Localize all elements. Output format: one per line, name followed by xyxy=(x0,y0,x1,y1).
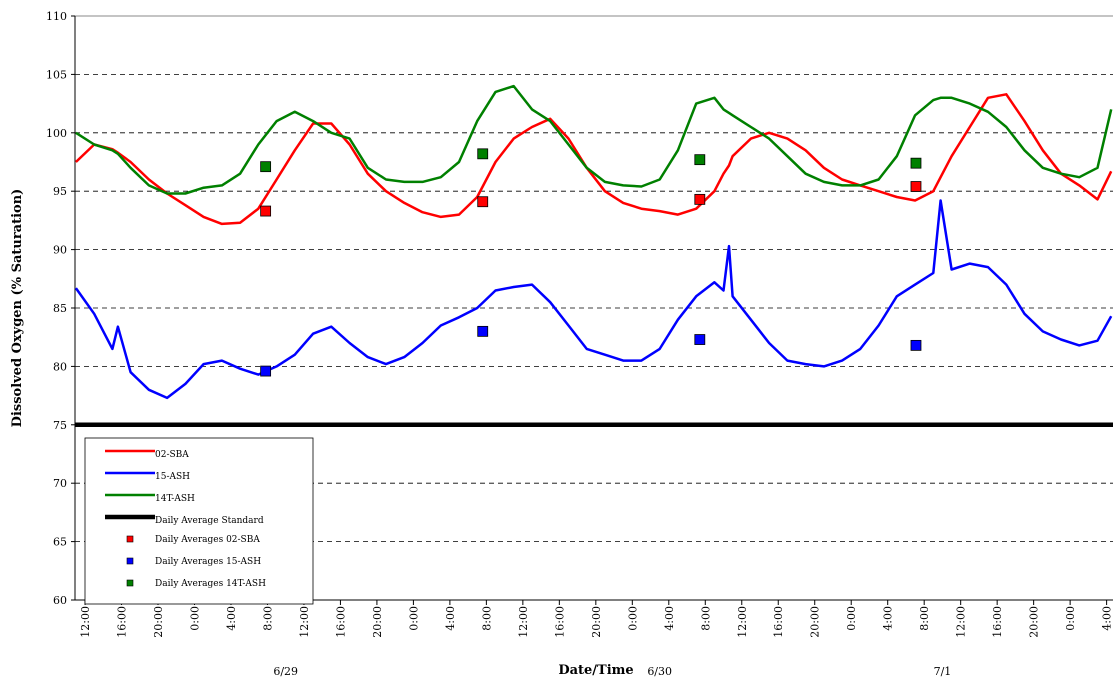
series-line xyxy=(75,84,1113,195)
average-marker xyxy=(910,339,922,351)
legend-box xyxy=(84,437,314,605)
series-line xyxy=(75,93,1113,226)
legend: 02-SBA 15-ASH 14T-ASH Daily Average Standar… xyxy=(84,437,314,605)
y-tick-label: 75 xyxy=(53,419,67,432)
x-tick-label: 8:00 xyxy=(261,606,274,631)
x-tick-label: 12:00 xyxy=(955,606,968,638)
legend-label: 14T-ASH xyxy=(155,494,195,504)
x-tick-label: 0:00 xyxy=(407,606,420,631)
average-marker xyxy=(694,334,706,345)
average-marker xyxy=(477,325,489,337)
x-tick-label: 20:00 xyxy=(152,606,165,638)
x-tick-label: 12:00 xyxy=(79,606,92,638)
x-tick-label: 12:00 xyxy=(298,606,311,638)
y-tick-label: 90 xyxy=(53,244,67,257)
y-tick-label: 110 xyxy=(46,10,67,23)
average-marker xyxy=(260,161,272,173)
x-tick-label: 16:00 xyxy=(772,606,785,638)
legend-label: Daily Averages 15-ASH xyxy=(155,557,261,567)
legend-swatch xyxy=(126,579,134,587)
x-tick-label: 0:00 xyxy=(626,606,639,631)
x-tick-label: 0:00 xyxy=(1064,606,1077,631)
y-axis-title: Dissolved Oxygen (% Saturation) xyxy=(10,189,25,428)
legend-label: Daily Averages 14T-ASH xyxy=(155,579,266,589)
y-tick-label: 95 xyxy=(53,185,67,198)
x-tick-label: 16:00 xyxy=(116,606,129,638)
y-tick-label: 100 xyxy=(46,127,67,140)
x-tick-label: 20:00 xyxy=(809,606,822,638)
date-label: 6/29 xyxy=(273,665,298,678)
x-tick-label: 16:00 xyxy=(991,606,1004,638)
average-marker xyxy=(694,154,706,166)
x-tick-label: 0:00 xyxy=(845,606,858,631)
x-tick-label: 16:00 xyxy=(553,606,566,638)
y-tick-label: 70 xyxy=(53,477,67,490)
y-tick-label: 60 xyxy=(53,594,67,607)
date-label: 7/1 xyxy=(934,665,952,678)
x-axis-title: Date/Time xyxy=(558,663,633,678)
y-tick-label: 85 xyxy=(53,302,67,315)
x-tick-label: 12:00 xyxy=(517,606,530,638)
y-tick-label: 65 xyxy=(53,536,67,549)
legend-swatch xyxy=(126,535,134,543)
x-tick-label: 4:00 xyxy=(882,606,895,631)
x-tick-label: 4:00 xyxy=(1101,606,1114,631)
series-line xyxy=(74,199,1113,400)
x-tick-label: 8:00 xyxy=(480,606,493,631)
x-tick-label: 16:00 xyxy=(334,606,347,638)
legend-label: Daily Averages 02-SBA xyxy=(155,535,260,545)
average-marker xyxy=(694,193,706,205)
y-tick-label: 105 xyxy=(46,68,67,81)
y-tick-label: 80 xyxy=(53,360,67,373)
x-tick-label: 8:00 xyxy=(918,606,931,631)
legend-label: 02-SBA xyxy=(155,450,189,460)
average-marker xyxy=(260,205,272,217)
x-tick-label: 4:00 xyxy=(225,606,238,631)
average-marker xyxy=(910,181,922,192)
x-tick-label: 8:00 xyxy=(699,606,712,631)
x-tick-label: 4:00 xyxy=(663,606,676,631)
x-tick-label: 20:00 xyxy=(1028,606,1041,638)
legend-swatch xyxy=(126,557,134,565)
x-tick-label: 20:00 xyxy=(371,606,384,638)
legend-label: 15-ASH xyxy=(155,472,190,482)
average-marker xyxy=(477,148,489,160)
x-tick-label: 0:00 xyxy=(188,606,201,631)
average-marker xyxy=(260,365,272,377)
average-marker xyxy=(477,196,489,208)
x-tick-label: 4:00 xyxy=(444,606,457,631)
plot-area xyxy=(74,84,1113,428)
legend-label: Daily Average Standard xyxy=(155,516,264,526)
average-marker xyxy=(910,157,922,169)
x-tick-label: 12:00 xyxy=(736,606,749,638)
x-tick-label: 20:00 xyxy=(590,606,603,638)
date-label: 6/30 xyxy=(647,665,672,678)
